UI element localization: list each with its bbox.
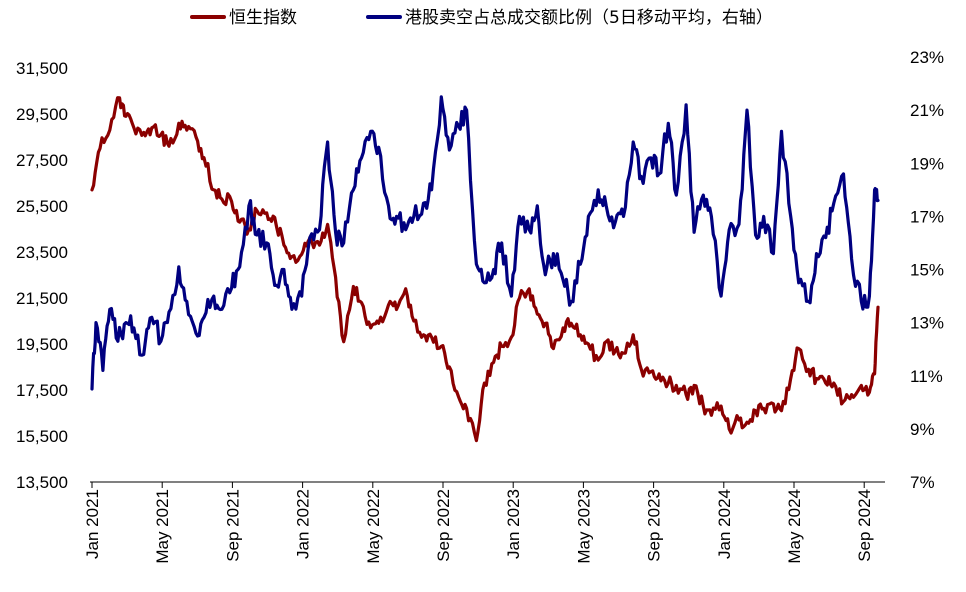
- x-tick-label: Jan 2022: [294, 489, 313, 559]
- series-line-short-ratio: [90, 95, 880, 391]
- right-tick-label: 13%: [910, 314, 944, 333]
- x-tick-label: Sep 2021: [223, 489, 242, 562]
- legend-label-hsi: 恒生指数: [229, 8, 297, 28]
- x-tick-label: May 2022: [364, 489, 383, 564]
- left-axis-ticks: 13,500 15,500 17,500 19,500 21,500 23,500 25,5…: [16, 59, 68, 492]
- plot-area: [90, 95, 880, 443]
- left-tick-label: 19,500: [16, 335, 68, 354]
- x-tick-label: Sep 2024: [855, 489, 874, 562]
- left-tick-label: 29,500: [16, 105, 68, 124]
- left-tick-label: 13,500: [16, 473, 68, 492]
- x-tick-label: May 2021: [153, 489, 172, 564]
- x-tick-label: May 2024: [785, 489, 804, 564]
- x-tick-label: Sep 2022: [434, 489, 453, 562]
- left-tick-label: 27,500: [16, 151, 68, 170]
- legend: 恒生指数 港股卖空占总成交额比例（5日移动平均，右轴）: [190, 8, 773, 28]
- left-tick-label: 15,500: [16, 427, 68, 446]
- x-tick-label: Jan 2023: [504, 489, 523, 559]
- x-tick-label: May 2023: [574, 489, 593, 564]
- right-tick-label: 11%: [910, 367, 943, 386]
- x-tick-label: Jan 2024: [715, 489, 734, 559]
- right-tick-label: 21%: [910, 101, 944, 120]
- x-tick-label: Sep 2023: [645, 489, 664, 562]
- right-axis-ticks: 7% 9% 11% 13% 15% 17% 19% 21% 23%: [910, 48, 944, 492]
- left-tick-label: 21,500: [16, 289, 68, 308]
- right-tick-label: 23%: [910, 48, 944, 67]
- right-tick-label: 17%: [910, 207, 944, 226]
- right-tick-label: 7%: [910, 473, 935, 492]
- right-tick-label: 19%: [910, 154, 944, 173]
- left-tick-label: 23,500: [16, 243, 68, 262]
- legend-label-short-ratio: 港股卖空占总成交额比例（5日移动平均，右轴）: [405, 8, 773, 28]
- left-tick-label: 17,500: [16, 381, 68, 400]
- left-tick-label: 31,500: [16, 59, 68, 78]
- x-axis-ticks: Jan 2021 May 2021 Sep 2021 Jan 2022 May 2022…: [83, 482, 874, 564]
- x-tick-label: Jan 2021: [83, 489, 102, 559]
- right-tick-label: 15%: [910, 261, 944, 280]
- series-line-hsi: [90, 96, 880, 443]
- left-tick-label: 25,500: [16, 197, 68, 216]
- right-tick-label: 9%: [910, 420, 935, 439]
